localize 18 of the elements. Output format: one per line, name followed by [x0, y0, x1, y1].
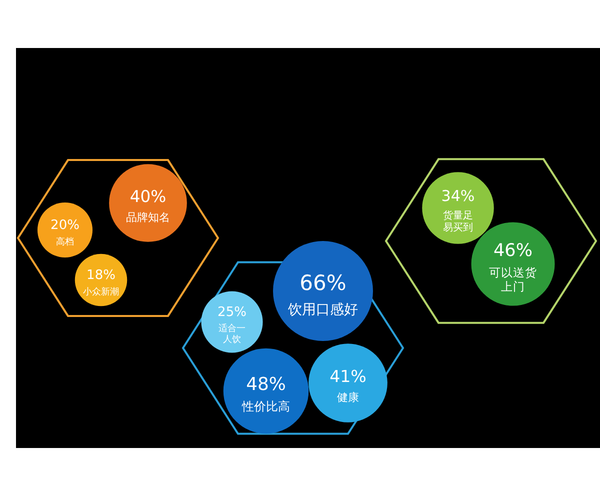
- category-label: 品牌知名: [126, 210, 170, 224]
- data-label: 18%: [86, 268, 116, 284]
- data-label: 46%: [494, 241, 532, 262]
- data-label: 20%: [50, 218, 80, 234]
- data-label: 40%: [130, 187, 166, 206]
- data-label: 48%: [246, 374, 286, 396]
- category-label: 可以送货上门: [489, 265, 537, 294]
- data-label: 25%: [218, 304, 246, 320]
- data-label: 34%: [441, 187, 475, 206]
- category-label: 健康: [337, 391, 359, 404]
- data-label: 41%: [330, 367, 366, 386]
- category-label: 货量足易买到: [443, 210, 473, 234]
- data-label: 66%: [300, 270, 346, 295]
- category-label: 小众新潮: [83, 286, 119, 298]
- category-label: 性价比高: [241, 400, 290, 414]
- category-label: 高档: [56, 236, 74, 248]
- category-label: 饮用口感好: [287, 302, 358, 318]
- category-label: 适合一人饮: [218, 323, 246, 345]
